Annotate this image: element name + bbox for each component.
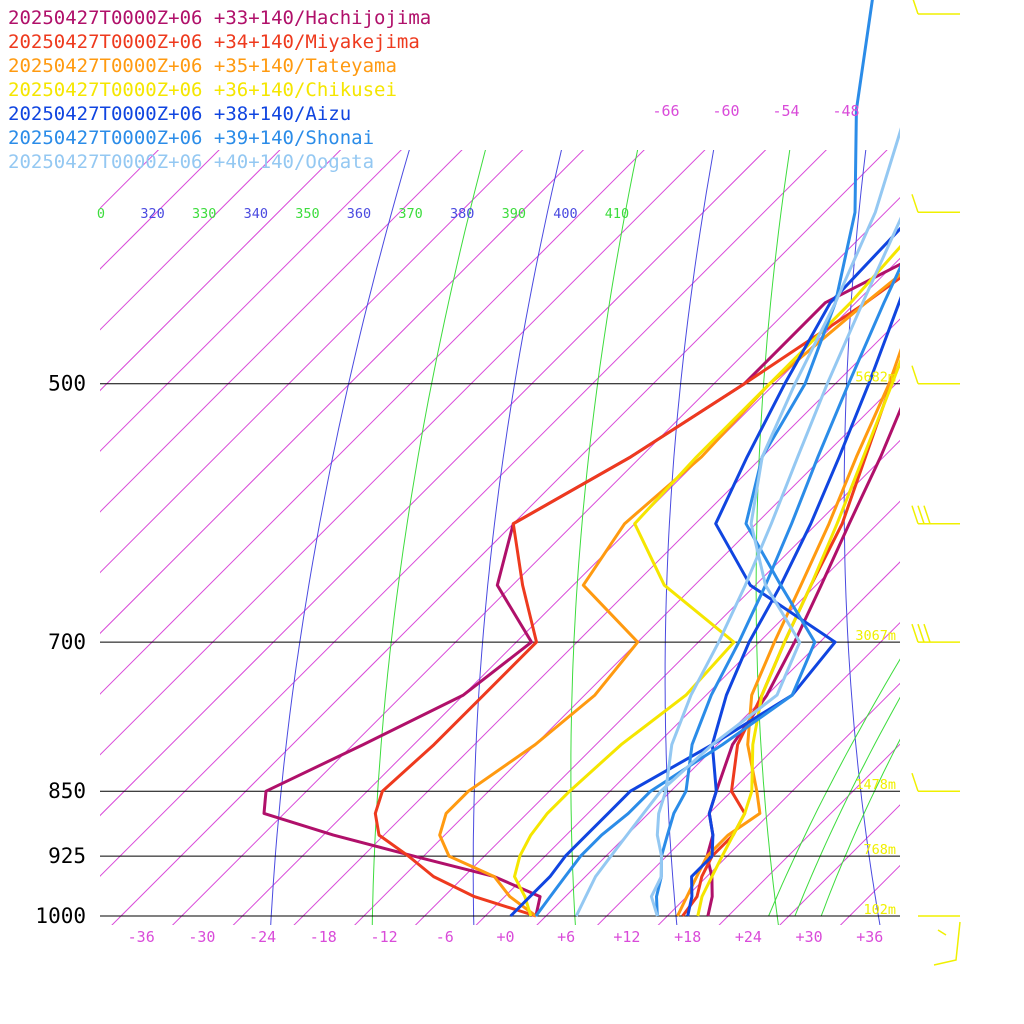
wind-barb-flag bbox=[917, 623, 925, 643]
wind-barb-flag bbox=[911, 505, 919, 524]
wind-barb-flag bbox=[937, 929, 947, 936]
temperature-line bbox=[686, 296, 900, 917]
theta-label: 370 bbox=[398, 206, 422, 222]
isotherm-line bbox=[232, 257, 900, 925]
wind-barb-flag bbox=[911, 772, 919, 792]
moist-adiabat-curve bbox=[820, 738, 900, 917]
pressure-tick-label: 300 bbox=[48, 0, 86, 3]
theta-label: 380 bbox=[450, 206, 474, 222]
theta-label: 410 bbox=[605, 206, 629, 222]
isotherm-line bbox=[100, 150, 767, 817]
temperature-tick-label: -36 bbox=[128, 928, 155, 946]
theta-label: 390 bbox=[502, 206, 526, 222]
adiabat-curve bbox=[270, 150, 410, 925]
temperature-tick-label: +18 bbox=[674, 928, 701, 946]
dewpoint-line bbox=[574, 127, 900, 917]
legend-entry: 20250427T0000Z+06 +33+140/Hachijojima bbox=[8, 7, 431, 29]
height-label: 768m bbox=[863, 842, 896, 858]
legend-entry: 20250427T0000Z+06 +39+140/Shonai bbox=[8, 127, 374, 149]
wind-barbs bbox=[911, 0, 961, 966]
adiabat-curve bbox=[664, 150, 715, 925]
wind-barb-flag bbox=[911, 194, 919, 213]
isotherm-line bbox=[111, 150, 888, 925]
adiabat-curve bbox=[472, 150, 562, 925]
height-label: 1478m bbox=[855, 777, 896, 793]
temperature-line bbox=[655, 264, 900, 917]
isotherm-line bbox=[354, 379, 900, 925]
moist-adiabat-curve bbox=[794, 696, 900, 917]
temperature-tick-label: +36 bbox=[856, 928, 883, 946]
temperature-tick-label: -12 bbox=[371, 928, 398, 946]
height-label: 102m bbox=[863, 902, 896, 918]
temperature-tick-label: +30 bbox=[796, 928, 823, 946]
upper-temperature-label: -54 bbox=[772, 102, 799, 120]
legend-entry: 20250427T0000Z+06 +34+140/Miyakejima bbox=[8, 31, 420, 53]
temperature-tick-label: -30 bbox=[188, 928, 215, 946]
isotherm-line bbox=[100, 150, 585, 635]
pressure-tick-label: 500 bbox=[48, 372, 86, 396]
legend-entry: 20250427T0000Z+06 +38+140/Aizu bbox=[8, 103, 351, 125]
theta-label: 340 bbox=[244, 206, 268, 222]
theta-label: 320 bbox=[140, 206, 164, 222]
dewpoint-line bbox=[438, 272, 900, 918]
legend-entry: 20250427T0000Z+06 +36+140/Chikusei bbox=[8, 79, 397, 101]
theta-label: 330 bbox=[192, 206, 216, 222]
adiabat-curve bbox=[570, 150, 639, 925]
dewpoint-line bbox=[513, 244, 900, 917]
wind-barb-staff bbox=[933, 921, 961, 966]
background-grid bbox=[100, 150, 900, 925]
pressure-tick-label: 850 bbox=[48, 779, 86, 803]
isotherm-line bbox=[100, 150, 645, 695]
wind-barb-flag bbox=[911, 623, 919, 643]
temperature-tick-label: +0 bbox=[496, 928, 514, 946]
legend-entry: 20250427T0000Z+06 +35+140/Tateyama bbox=[8, 55, 397, 77]
pressure-tick-label: 925 bbox=[48, 844, 86, 868]
isotherm-line bbox=[475, 500, 900, 925]
upper-temperature-label: -60 bbox=[712, 102, 739, 120]
wind-barb-flag bbox=[911, 365, 919, 384]
theta-label: 400 bbox=[553, 206, 577, 222]
moist-adiabat-curve bbox=[768, 658, 900, 917]
upper-temperature-label: -66 bbox=[652, 102, 679, 120]
upper-temperature-label: -48 bbox=[832, 102, 859, 120]
dewpoint-line bbox=[262, 262, 900, 917]
isotherm-line bbox=[293, 318, 900, 925]
temperature-tick-label: +6 bbox=[557, 928, 575, 946]
temperature-line bbox=[696, 358, 900, 917]
dewpoint-line bbox=[534, 0, 874, 917]
adiabat-curve bbox=[843, 150, 881, 925]
wind-barb-flag bbox=[917, 505, 925, 524]
temperature-tick-label: -24 bbox=[249, 928, 276, 946]
isotherm-line bbox=[171, 196, 900, 925]
isotherm-line bbox=[536, 561, 900, 925]
chart-legend: 20250427T0000Z+06 +33+140/Hachijojima202… bbox=[8, 7, 431, 173]
temperature-tick-label: +12 bbox=[613, 928, 640, 946]
temperature-tick-label: -6 bbox=[436, 928, 454, 946]
dewpoint-line bbox=[509, 226, 900, 918]
isobar-lines bbox=[100, 383, 900, 917]
theta-label: 360 bbox=[347, 206, 371, 222]
isotherm-line bbox=[100, 150, 827, 877]
wind-barb-flag bbox=[923, 505, 931, 524]
height-label: 5682m bbox=[855, 370, 896, 386]
axis-labels: 1001502002503005007008509251000-36-30-24… bbox=[35, 0, 896, 946]
theta-label: 0 bbox=[97, 206, 105, 222]
theta-label: 350 bbox=[295, 206, 319, 222]
temperature-tick-label: +24 bbox=[735, 928, 762, 946]
isotherm-line bbox=[100, 150, 706, 756]
pressure-tick-label: 700 bbox=[48, 630, 86, 654]
pressure-tick-label: 1000 bbox=[35, 904, 86, 928]
legend-entry: 20250427T0000Z+06 +40+140/Oogata bbox=[8, 151, 374, 173]
sounding-series bbox=[262, 0, 900, 918]
wind-barb-flag bbox=[912, 0, 919, 15]
temperature-line bbox=[649, 216, 900, 917]
adiabat-curve bbox=[755, 150, 791, 925]
height-label: 3067m bbox=[855, 628, 896, 644]
wind-barb-flag bbox=[923, 623, 931, 643]
temperature-tick-label: -18 bbox=[310, 928, 337, 946]
